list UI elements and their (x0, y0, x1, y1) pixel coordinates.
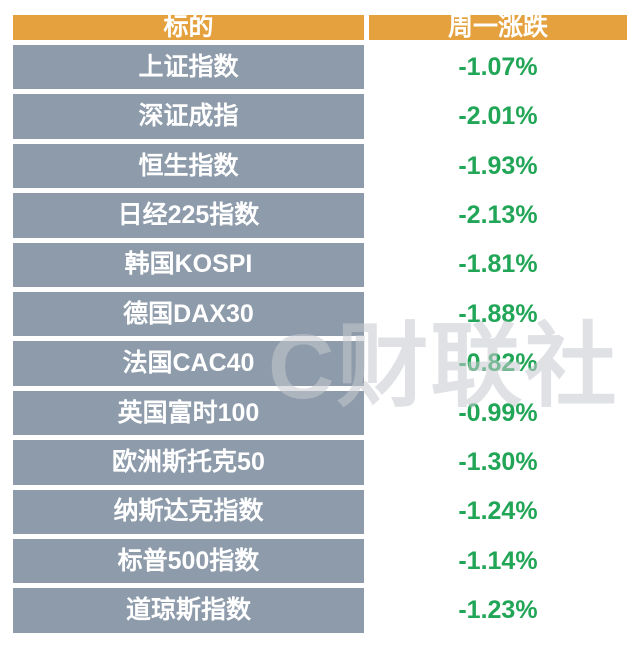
index-change: -1.88% (363, 287, 633, 342)
index-name: 恒生指数 (8, 138, 369, 194)
index-change: -1.81% (363, 237, 633, 293)
index-change-table: 标的 周一涨跌 上证指数 -1.07% 深证成指 -2.01% 恒生指数 -1.… (8, 10, 633, 638)
index-name: 纳斯达克指数 (8, 484, 369, 540)
table-row: 法国CAC40 -0.82% (8, 336, 633, 391)
table-row: 德国DAX30 -1.88% (8, 287, 633, 342)
index-name: 标普500指数 (8, 534, 369, 589)
table-row: 深证成指 -2.01% (8, 89, 633, 144)
index-name: 日经225指数 (8, 188, 369, 243)
table-row: 道琼斯指数 -1.23% (8, 583, 633, 638)
index-name: 德国DAX30 (8, 287, 369, 342)
index-change: -1.24% (363, 484, 633, 540)
index-change: -1.93% (363, 138, 633, 194)
index-name: 欧洲斯托克50 (8, 435, 369, 490)
table-row: 英国富时100 -0.99% (8, 385, 633, 441)
table-row: 恒生指数 -1.93% (8, 138, 633, 194)
index-change: -1.14% (363, 534, 633, 589)
index-name: 韩国KOSPI (8, 237, 369, 293)
index-change: -0.99% (363, 385, 633, 441)
table-row: 纳斯达克指数 -1.24% (8, 484, 633, 540)
index-name: 道琼斯指数 (8, 583, 369, 638)
index-change: -1.07% (363, 39, 633, 95)
table-row: 上证指数 -1.07% (8, 39, 633, 95)
index-change: -1.30% (363, 435, 633, 490)
index-change: -2.01% (363, 89, 633, 144)
table-row: 韩国KOSPI -1.81% (8, 237, 633, 293)
index-name: 深证成指 (8, 89, 369, 144)
index-name: 上证指数 (8, 39, 369, 95)
column-header-target: 标的 (8, 10, 369, 45)
index-change: -0.82% (363, 336, 633, 391)
table-row: 标普500指数 -1.14% (8, 534, 633, 589)
index-change: -1.23% (363, 583, 633, 638)
column-header-monday-change: 周一涨跌 (363, 10, 633, 45)
table-row: 欧洲斯托克50 -1.30% (8, 435, 633, 490)
index-name: 法国CAC40 (8, 336, 369, 391)
index-name: 英国富时100 (8, 385, 369, 441)
table-header-row: 标的 周一涨跌 (8, 10, 633, 45)
table-row: 日经225指数 -2.13% (8, 188, 633, 243)
index-change: -2.13% (363, 188, 633, 243)
